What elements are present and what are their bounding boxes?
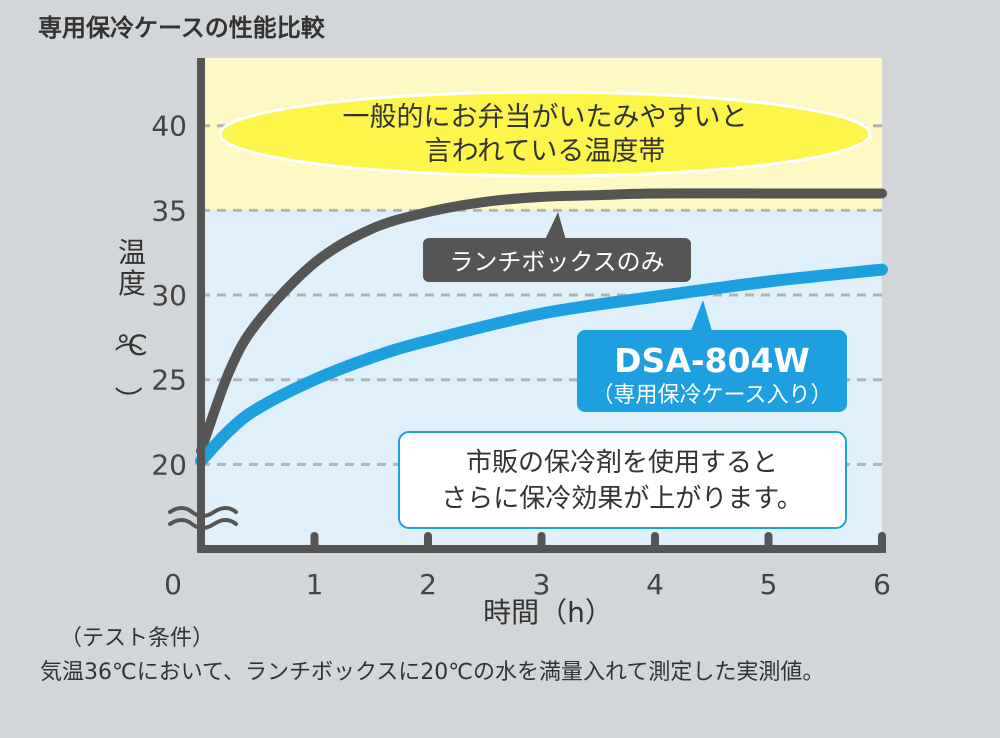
test-conditions-heading: （テスト条件） <box>60 626 215 651</box>
series-label-lunchbox-group: ランチボックスのみ <box>423 212 691 282</box>
series-label-case-group: DSA-804W （専用保冷ケース入り） <box>577 300 847 412</box>
chart-caption: 専用保冷ケースの性能比較 <box>38 14 325 42</box>
series-lines <box>195 188 888 467</box>
axis-break-mark-0 <box>168 506 238 518</box>
test-conditions-text: 気温36℃において、ランチボックスに20℃の水を満量入れて測定した実測値。 <box>40 660 825 685</box>
hazard-zone-label-group: 一般的にお弁当がいたみやすいと 言われている温度帯 <box>218 90 872 178</box>
y-tick-label-30: 30 <box>151 279 187 312</box>
ice-pack-note-box <box>398 431 847 529</box>
series-label-lunchbox-pointer <box>543 212 567 244</box>
axis-break-mark-1 <box>168 518 238 530</box>
hazard-zone-ellipse <box>218 90 872 178</box>
series-label-case-pointer <box>688 300 714 338</box>
series-label-lunchbox-box <box>423 238 691 282</box>
y-tick-label-20: 20 <box>151 448 187 481</box>
x-tick-labels: 0 1 2 3 4 5 6 <box>164 568 891 601</box>
series-label-case-subname: （専用保冷ケース入り） <box>592 383 833 408</box>
hazard-zone-label-line-1: 一般的にお弁当がいたみやすいと <box>343 102 748 133</box>
x-tick-label-0: 0 <box>164 568 182 601</box>
series-label-case-name: DSA-804W <box>614 341 810 380</box>
series-label-lunchbox: ランチボックスのみ <box>449 248 664 276</box>
series-line-1 <box>195 263 888 467</box>
x-tick-label-1: 1 <box>306 568 324 601</box>
ice-pack-note-line-2: さらに保冷効果が上がります。 <box>441 484 802 514</box>
series-line-0 <box>196 188 887 456</box>
x-tick-label-5: 5 <box>760 568 778 601</box>
ice-pack-note-line-1: 市販の保冷剤を使用すると <box>466 448 778 478</box>
y-axis-title: 温度（℃） <box>111 236 148 414</box>
x-tick-label-6: 6 <box>873 568 891 601</box>
x-tick-label-3: 3 <box>533 568 551 601</box>
axes <box>168 58 886 553</box>
x-tick-label-2: 2 <box>419 568 437 601</box>
y-tick-label-35: 35 <box>151 194 187 227</box>
hazard-zone-label-line-2: 言われている温度帯 <box>425 136 666 167</box>
ice-pack-note-group: 市販の保冷剤を使用すると さらに保冷効果が上がります。 <box>398 431 847 529</box>
x-axis-title: 時間（h） <box>483 596 613 629</box>
series-label-case-box <box>577 330 847 412</box>
y-tick-label-40: 40 <box>151 110 187 143</box>
y-tick-label-25: 25 <box>151 364 187 397</box>
x-tick-label-4: 4 <box>646 568 664 601</box>
y-tick-labels: 20 25 30 35 40 <box>151 110 187 482</box>
